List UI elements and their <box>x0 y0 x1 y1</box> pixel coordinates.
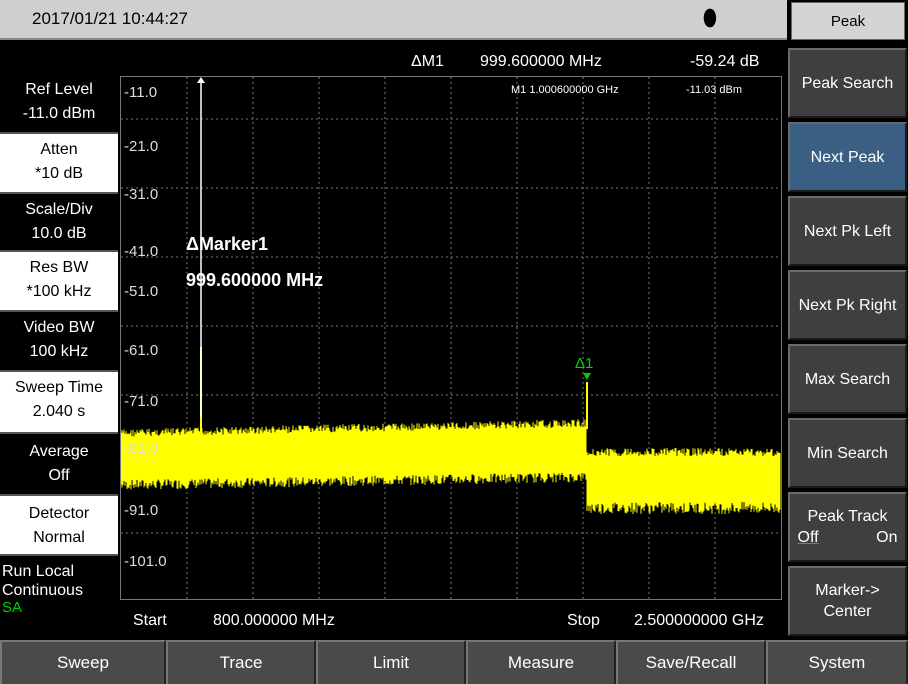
param-value: Normal <box>33 529 85 546</box>
detector-param[interactable]: Detector Normal <box>0 496 118 556</box>
next-pk-right-label: Next Pk Right <box>798 296 897 314</box>
spectrum-trace <box>121 347 781 514</box>
average-param[interactable]: Average Off <box>0 434 118 496</box>
datetime: 2017/01/21 10:44:27 <box>32 9 188 28</box>
y-tick: -11.0 <box>124 84 158 101</box>
y-tick: -81.0 <box>124 440 159 457</box>
video-bw-param[interactable]: Video BW 100 kHz <box>0 312 118 372</box>
start-frequency[interactable]: 800.000000 MHz <box>213 612 335 629</box>
spectrum-graticule <box>121 77 781 599</box>
peak-track-toggle: Off On <box>798 527 898 548</box>
min-search-button[interactable]: Min Search <box>788 418 907 488</box>
softkey-menu-title: Peak <box>791 2 905 40</box>
marker-ref-readout: M1 1.000600000 GHz <box>511 84 619 96</box>
param-name: Scale/Div <box>25 201 93 218</box>
ref-level-param[interactable]: Ref Level -11.0 dBm <box>0 74 118 134</box>
param-name: Detector <box>28 505 90 522</box>
y-tick: -91.0 <box>124 502 159 519</box>
measure-button[interactable]: Measure <box>466 640 616 684</box>
analyzer-mode: SA <box>2 599 23 616</box>
param-value: -11.0 dBm <box>22 105 96 122</box>
center-label: Center <box>823 603 872 620</box>
peak-search-button[interactable]: Peak Search <box>788 48 907 118</box>
delta-marker-tag: Δ1 <box>575 355 594 372</box>
system-button[interactable]: System <box>766 640 908 684</box>
param-value: Off <box>48 467 70 484</box>
max-search-label: Max Search <box>804 370 891 388</box>
y-tick: -61.0 <box>124 342 159 359</box>
param-name: Ref Level <box>25 81 93 98</box>
limit-button[interactable]: Limit <box>316 640 466 684</box>
stop-frequency[interactable]: 2.500000000 GHz <box>634 612 764 629</box>
param-name: Video BW <box>23 319 95 336</box>
marker-ref-arrow <box>197 77 205 83</box>
min-search-label: Min Search <box>807 444 888 462</box>
status-bar: 2017/01/21 10:44:27 ⬮ <box>0 0 787 40</box>
y-tick: -101.0 <box>124 553 167 570</box>
sweep-time-param[interactable]: Sweep Time 2.040 s <box>0 372 118 434</box>
peak-track-button[interactable]: Peak Track Off On <box>788 492 907 562</box>
marker-to-label: Marker-> <box>815 582 880 599</box>
peak-track-label: Peak Track <box>807 508 888 525</box>
delta-marker-label: ΔM1 <box>411 53 444 70</box>
run-mode: Run Local <box>2 563 75 580</box>
scale-div-param[interactable]: Scale/Div 10.0 dB <box>0 194 118 252</box>
param-name: Atten <box>40 141 78 158</box>
atten-param[interactable]: Atten *10 dB <box>0 134 118 194</box>
save-recall-button[interactable]: Save/Recall <box>616 640 766 684</box>
start-label: Start <box>133 612 167 629</box>
trace-button[interactable]: Trace <box>166 640 316 684</box>
y-tick: -41.0 <box>124 243 159 260</box>
param-name: Sweep Time <box>14 379 104 396</box>
spectrum-plot[interactable] <box>120 76 782 600</box>
next-pk-left-label: Next Pk Left <box>803 222 892 240</box>
res-bw-param[interactable]: Res BW *100 kHz <box>0 252 118 312</box>
marker-ref-amplitude: -11.03 dBm <box>686 84 743 96</box>
peak-search-label: Peak Search <box>801 74 894 92</box>
y-tick: -51.0 <box>124 283 159 300</box>
max-search-button[interactable]: Max Search <box>788 344 907 414</box>
delta-marker-frequency: 999.600000 MHz <box>480 53 602 70</box>
delta-marker-amplitude: -59.24 dB <box>690 53 760 70</box>
y-tick: -71.0 <box>124 393 159 410</box>
y-tick: -21.0 <box>124 138 159 155</box>
param-name: Res BW <box>29 259 89 276</box>
param-value: *10 dB <box>34 165 84 182</box>
run-status: Run Local Continuous SA <box>0 562 118 616</box>
sweep-button[interactable]: Sweep <box>0 640 166 684</box>
marker-to-center-button[interactable]: Marker-> Center <box>788 566 907 636</box>
next-pk-left-button[interactable]: Next Pk Left <box>788 196 907 266</box>
marker-readout-frequency: 999.600000 MHz <box>186 270 324 290</box>
next-pk-right-button[interactable]: Next Pk Right <box>788 270 907 340</box>
peak-track-on: On <box>876 529 898 546</box>
next-peak-label: Next Peak <box>810 148 885 166</box>
param-value: 100 kHz <box>29 343 89 360</box>
peak-track-off: Off <box>797 529 819 546</box>
param-value: 2.040 s <box>32 403 86 420</box>
y-tick: -31.0 <box>124 186 159 203</box>
param-value: *100 kHz <box>26 283 92 300</box>
param-value: 10.0 dB <box>31 225 87 242</box>
delta-marker-arrow <box>583 373 591 380</box>
stop-label: Stop <box>567 612 600 629</box>
next-peak-button[interactable]: Next Peak <box>788 122 907 192</box>
marker-readout-title: ΔMarker1 <box>186 234 268 254</box>
plug-icon: ⬮ <box>703 5 717 30</box>
sweep-mode: Continuous <box>2 582 83 599</box>
param-name: Average <box>29 443 89 460</box>
